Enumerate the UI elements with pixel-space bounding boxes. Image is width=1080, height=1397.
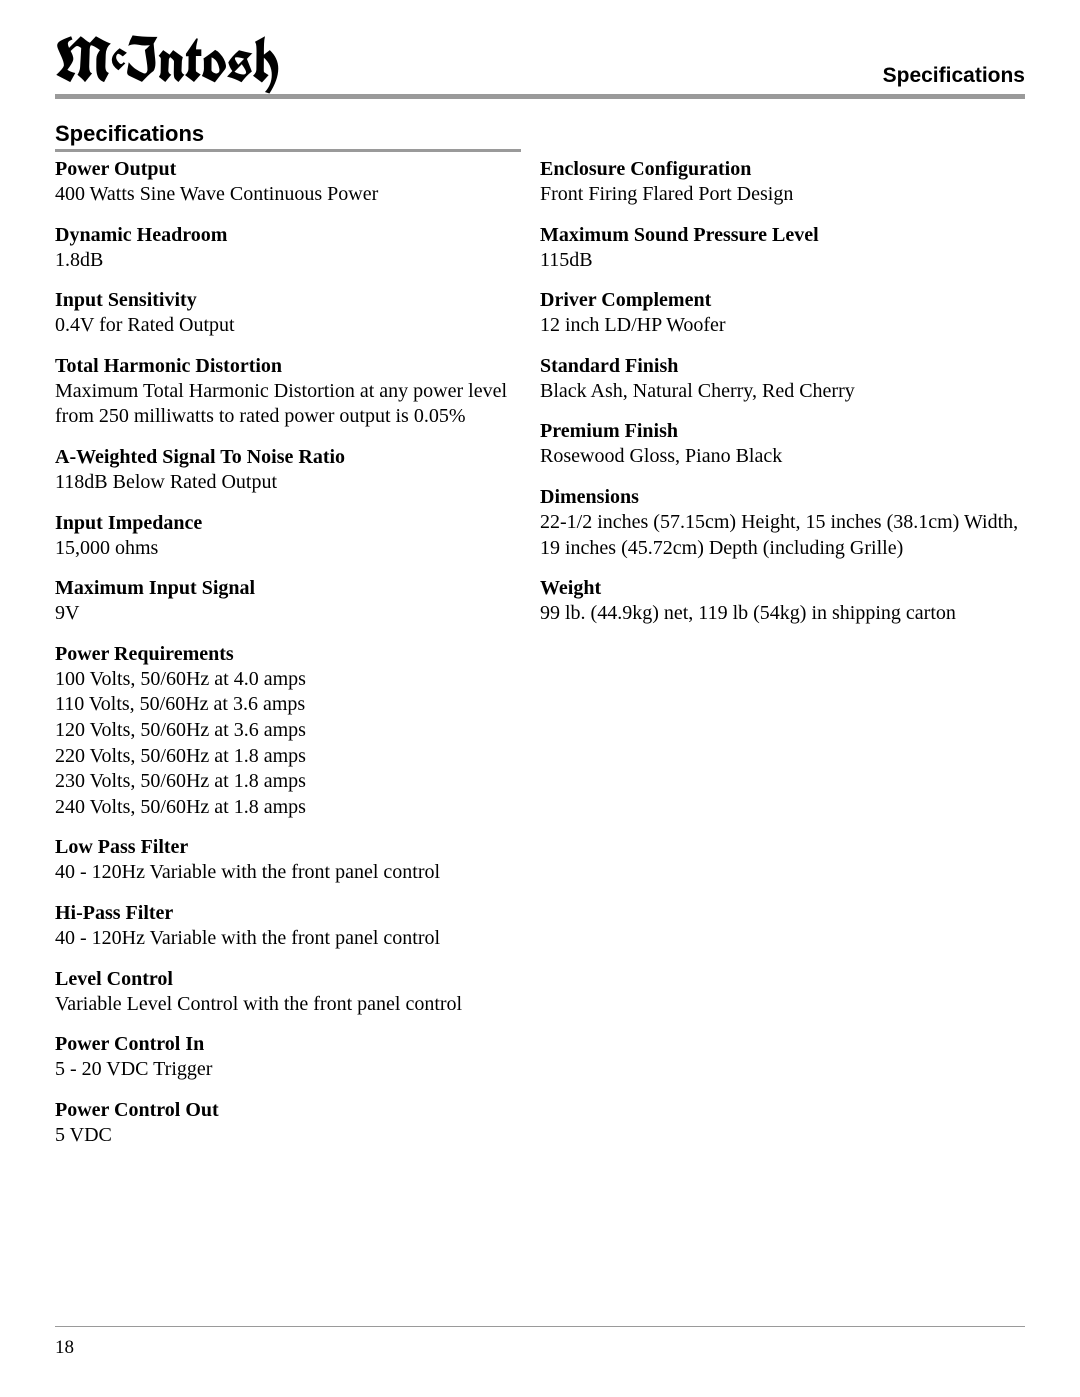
spec-value: 240 Volts, 50/60Hz at 1.8 amps <box>55 795 540 821</box>
spec-value: 100 Volts, 50/60Hz at 4.0 amps <box>55 667 540 693</box>
spec-block: Driver Complement12 inch LD/HP Woofer <box>540 287 1025 339</box>
spec-value: 40 - 120Hz Variable with the front panel… <box>55 926 540 952</box>
spec-label: Power Requirements <box>55 641 540 667</box>
spec-value: 40 - 120Hz Variable with the front panel… <box>55 860 540 886</box>
spec-block: Power Output400 Watts Sine Wave Continuo… <box>55 156 540 208</box>
spec-value: Variable Level Control with the front pa… <box>55 992 540 1018</box>
spec-label: Input Sensitivity <box>55 287 540 313</box>
spec-block: Power Requirements100 Volts, 50/60Hz at … <box>55 641 540 821</box>
spec-value: 110 Volts, 50/60Hz at 3.6 amps <box>55 692 540 718</box>
spec-block: A-Weighted Signal To Noise Ratio118dB Be… <box>55 444 540 496</box>
spec-label: Weight <box>540 575 1025 601</box>
spec-label: Low Pass Filter <box>55 834 540 860</box>
spec-label: Power Output <box>55 156 540 182</box>
spec-label: Driver Complement <box>540 287 1025 313</box>
spec-value: 400 Watts Sine Wave Continuous Power <box>55 182 540 208</box>
spec-value: 230 Volts, 50/60Hz at 1.8 amps <box>55 769 540 795</box>
spec-block: Maximum Input Signal9V <box>55 575 540 627</box>
spec-value: 1.8dB <box>55 248 540 274</box>
spec-label: Dynamic Headroom <box>55 222 540 248</box>
brand-c: c <box>111 28 126 83</box>
spec-label: Power Control In <box>55 1031 540 1057</box>
spec-value: 9V <box>55 601 540 627</box>
spec-block: Power Control Out5 VDC <box>55 1097 540 1149</box>
spec-block: Power Control In5 - 20 VDC Trigger <box>55 1031 540 1083</box>
spec-value: 118dB Below Rated Output <box>55 470 540 496</box>
spec-label: Level Control <box>55 966 540 992</box>
section-title: Specifications <box>55 121 521 152</box>
spec-value: Black Ash, Natural Cherry, Red Cherry <box>540 379 1025 405</box>
spec-label: Hi-Pass Filter <box>55 900 540 926</box>
spec-label: Maximum Input Signal <box>55 575 540 601</box>
footer-rule <box>55 1326 1025 1327</box>
spec-value: 0.4V for Rated Output <box>55 313 540 339</box>
spec-block: Input Sensitivity0.4V for Rated Output <box>55 287 540 339</box>
spec-value: Front Firing Flared Port Design <box>540 182 1025 208</box>
spec-value: Maximum Total Harmonic Distortion at any… <box>55 379 540 430</box>
spec-value: 22-1/2 inches (57.15cm) Height, 15 inche… <box>540 510 1025 561</box>
spec-block: Total Harmonic DistortionMaximum Total H… <box>55 353 540 430</box>
spec-block: Maximum Sound Pressure Level115dB <box>540 222 1025 274</box>
header-section-label: Specifications <box>883 64 1025 94</box>
spec-block: Level ControlVariable Level Control with… <box>55 966 540 1018</box>
spec-label: Premium Finish <box>540 418 1025 444</box>
spec-block: Standard FinishBlack Ash, Natural Cherry… <box>540 353 1025 405</box>
spec-value: 220 Volts, 50/60Hz at 1.8 amps <box>55 744 540 770</box>
brand-initial: M <box>55 20 111 101</box>
spec-block: Weight99 lb. (44.9kg) net, 119 lb (54kg)… <box>540 575 1025 627</box>
brand-logo: McIntosh <box>55 30 278 94</box>
spec-column-left: Power Output400 Watts Sine Wave Continuo… <box>55 156 540 1162</box>
spec-columns: Power Output400 Watts Sine Wave Continuo… <box>55 156 1025 1162</box>
spec-block: Dimensions22-1/2 inches (57.15cm) Height… <box>540 484 1025 561</box>
spec-block: Enclosure ConfigurationFront Firing Flar… <box>540 156 1025 208</box>
spec-label: Standard Finish <box>540 353 1025 379</box>
spec-label: Input Impedance <box>55 510 540 536</box>
spec-block: Premium FinishRosewood Gloss, Piano Blac… <box>540 418 1025 470</box>
spec-label: Total Harmonic Distortion <box>55 353 540 379</box>
spec-value: 99 lb. (44.9kg) net, 119 lb (54kg) in sh… <box>540 601 1025 627</box>
spec-block: Hi-Pass Filter40 - 120Hz Variable with t… <box>55 900 540 952</box>
spec-column-right: Enclosure ConfigurationFront Firing Flar… <box>540 156 1025 1162</box>
spec-value: 115dB <box>540 248 1025 274</box>
spec-block: Low Pass Filter40 - 120Hz Variable with … <box>55 834 540 886</box>
spec-block: Input Impedance15,000 ohms <box>55 510 540 562</box>
spec-value: 120 Volts, 50/60Hz at 3.6 amps <box>55 718 540 744</box>
page-header: McIntosh Specifications <box>55 30 1025 99</box>
spec-label: Power Control Out <box>55 1097 540 1123</box>
spec-label: Maximum Sound Pressure Level <box>540 222 1025 248</box>
spec-value: 12 inch LD/HP Woofer <box>540 313 1025 339</box>
page-number: 18 <box>55 1337 74 1359</box>
spec-value: 15,000 ohms <box>55 536 540 562</box>
spec-label: A-Weighted Signal To Noise Ratio <box>55 444 540 470</box>
spec-value: 5 - 20 VDC Trigger <box>55 1057 540 1083</box>
spec-value: Rosewood Gloss, Piano Black <box>540 444 1025 470</box>
spec-value: 5 VDC <box>55 1123 540 1149</box>
spec-block: Dynamic Headroom1.8dB <box>55 222 540 274</box>
brand-rest: Intosh <box>126 20 278 101</box>
spec-label: Dimensions <box>540 484 1025 510</box>
spec-label: Enclosure Configuration <box>540 156 1025 182</box>
